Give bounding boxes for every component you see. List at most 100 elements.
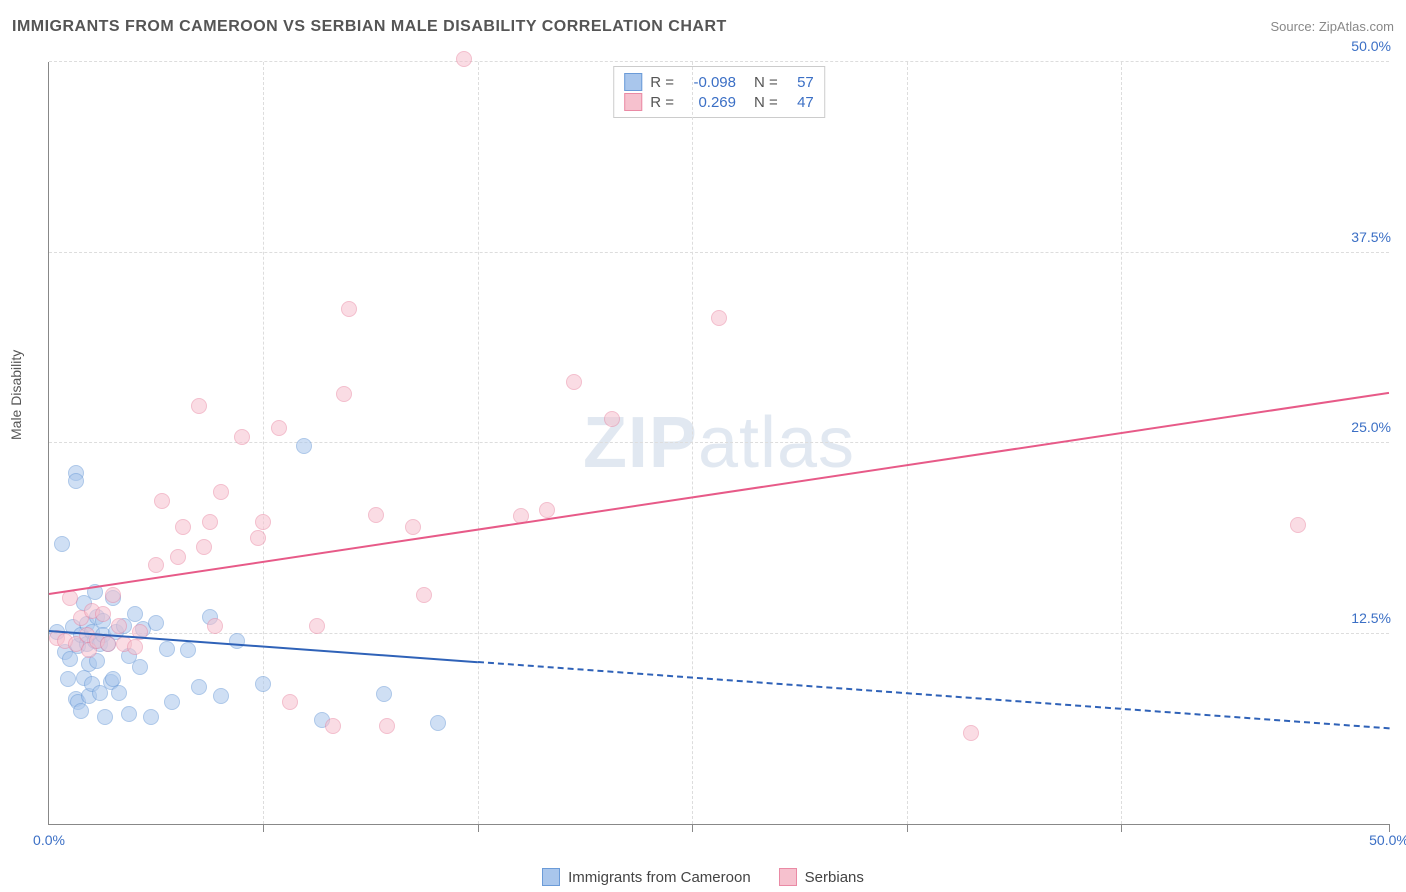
x-axis-min-label: 0.0% xyxy=(33,832,65,848)
data-point xyxy=(213,484,229,500)
trend-line-extrapolated xyxy=(478,661,1389,729)
data-point xyxy=(100,636,116,652)
chart-header: IMMIGRANTS FROM CAMEROON VS SERBIAN MALE… xyxy=(12,18,1394,36)
data-point xyxy=(159,641,175,657)
data-point xyxy=(405,519,421,535)
legend-item: Serbians xyxy=(779,868,864,886)
legend-swatch xyxy=(624,93,642,111)
legend-series: Immigrants from Cameroon Serbians xyxy=(0,868,1406,886)
chart-title: IMMIGRANTS FROM CAMEROON VS SERBIAN MALE… xyxy=(12,18,727,36)
data-point xyxy=(309,618,325,634)
data-point xyxy=(97,709,113,725)
y-tick-label: 50.0% xyxy=(1349,38,1393,54)
legend-swatch xyxy=(624,73,642,91)
data-point xyxy=(111,685,127,701)
data-point xyxy=(1290,517,1306,533)
watermark-bold: ZIP xyxy=(583,403,698,483)
data-point xyxy=(148,557,164,573)
watermark-light: atlas xyxy=(698,403,855,483)
legend-swatch xyxy=(542,868,560,886)
r-value: -0.098 xyxy=(682,74,736,91)
watermark: ZIPatlas xyxy=(583,402,855,484)
data-point xyxy=(336,386,352,402)
gridline-h xyxy=(49,442,1389,443)
data-point xyxy=(127,606,143,622)
data-point xyxy=(191,398,207,414)
legend-statistics: R = -0.098 N = 57 R = 0.269 N = 47 xyxy=(613,66,825,118)
data-point xyxy=(539,502,555,518)
data-point xyxy=(170,549,186,565)
trend-line xyxy=(49,392,1389,595)
y-tick-label: 25.0% xyxy=(1349,419,1393,435)
data-point xyxy=(213,688,229,704)
x-tick xyxy=(1121,824,1122,832)
legend-stat-row: R = 0.269 N = 47 xyxy=(624,93,814,111)
gridline-v xyxy=(692,62,693,824)
x-axis-max-label: 50.0% xyxy=(1369,832,1406,848)
r-value: 0.269 xyxy=(682,94,736,111)
data-point xyxy=(963,725,979,741)
gridline-v xyxy=(478,62,479,824)
data-point xyxy=(154,493,170,509)
data-point xyxy=(234,429,250,445)
data-point xyxy=(711,310,727,326)
data-point xyxy=(164,694,180,710)
data-point xyxy=(604,411,620,427)
data-point xyxy=(62,651,78,667)
scatter-chart: ZIPatlas R =-0.098N =57R =0.269N =47 12.… xyxy=(48,62,1389,825)
data-point xyxy=(376,686,392,702)
gridline-h xyxy=(49,252,1389,253)
data-point xyxy=(132,659,148,675)
data-point xyxy=(148,615,164,631)
y-tick-label: 37.5% xyxy=(1349,229,1393,245)
data-point xyxy=(271,420,287,436)
data-point xyxy=(368,507,384,523)
data-point xyxy=(105,587,121,603)
data-point xyxy=(282,694,298,710)
x-tick xyxy=(478,824,479,832)
data-point xyxy=(229,633,245,649)
x-tick xyxy=(692,824,693,832)
legend-label: Immigrants from Cameroon xyxy=(568,869,751,886)
data-point xyxy=(196,539,212,555)
data-point xyxy=(191,679,207,695)
y-tick-label: 12.5% xyxy=(1349,610,1393,626)
data-point xyxy=(250,530,266,546)
data-point xyxy=(325,718,341,734)
data-point xyxy=(202,514,218,530)
n-value: 47 xyxy=(786,94,814,111)
x-tick xyxy=(1389,824,1390,832)
data-point xyxy=(127,639,143,655)
data-point xyxy=(430,715,446,731)
data-point xyxy=(60,671,76,687)
r-label: R = xyxy=(650,94,674,111)
data-point xyxy=(111,618,127,634)
gridline-h xyxy=(49,61,1389,62)
gridline-h xyxy=(49,633,1389,634)
n-label: N = xyxy=(754,94,778,111)
gridline-v xyxy=(263,62,264,824)
n-value: 57 xyxy=(786,74,814,91)
source-label: Source: ZipAtlas.com xyxy=(1270,19,1394,34)
r-label: R = xyxy=(650,74,674,91)
data-point xyxy=(62,590,78,606)
legend-swatch xyxy=(779,868,797,886)
legend-item: Immigrants from Cameroon xyxy=(542,868,751,886)
data-point xyxy=(341,301,357,317)
data-point xyxy=(255,676,271,692)
data-point xyxy=(143,709,159,725)
legend-label: Serbians xyxy=(805,869,864,886)
y-axis-label: Male Disability xyxy=(8,350,24,440)
x-tick xyxy=(907,824,908,832)
data-point xyxy=(566,374,582,390)
legend-stat-row: R = -0.098 N = 57 xyxy=(624,73,814,91)
data-point xyxy=(207,618,223,634)
data-point xyxy=(180,642,196,658)
data-point xyxy=(175,519,191,535)
data-point xyxy=(296,438,312,454)
gridline-v xyxy=(907,62,908,824)
data-point xyxy=(379,718,395,734)
n-label: N = xyxy=(754,74,778,91)
data-point xyxy=(255,514,271,530)
data-point xyxy=(68,473,84,489)
